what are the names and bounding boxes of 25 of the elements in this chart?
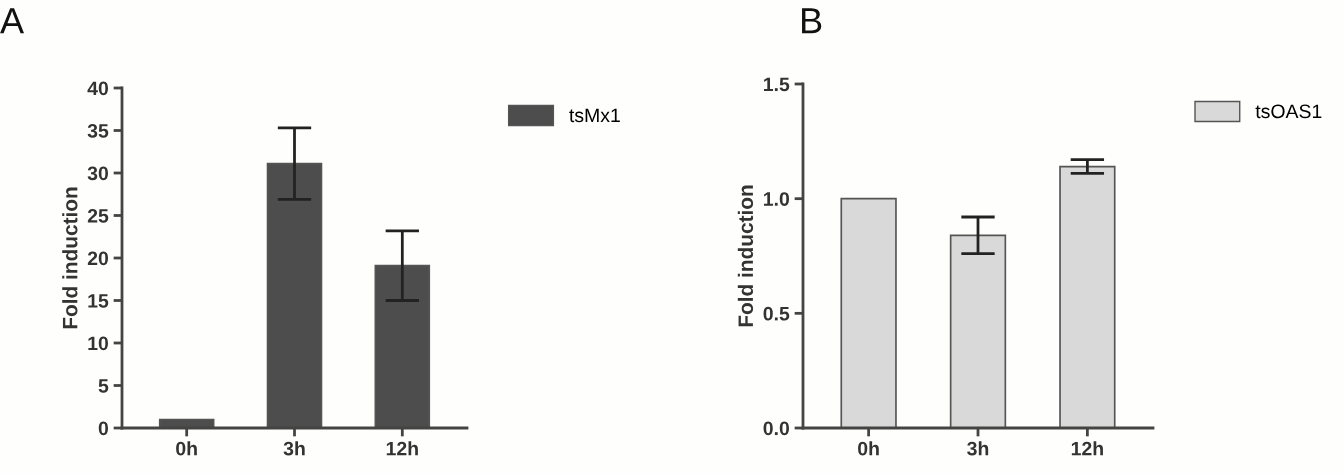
- y-tick-label: 15: [88, 294, 109, 308]
- x-tick-label: 0h: [176, 441, 197, 456]
- y-tick-label: 10: [88, 336, 109, 351]
- y-tick-label: 40: [87, 81, 109, 96]
- y-tick-label: 30: [87, 166, 109, 181]
- y-tick-label: 0.5: [763, 306, 790, 321]
- legend-label: tsOAS1: [1255, 104, 1322, 119]
- x-tick-label: 0h: [858, 441, 879, 456]
- y-tick-label: 25: [87, 208, 109, 223]
- chart-title: A: [0, 8, 25, 34]
- y-tick-label: 20: [87, 251, 109, 266]
- y-tick-label: 5: [98, 379, 109, 393]
- x-tick-label: 3h: [283, 441, 305, 456]
- x-tick-label: 3h: [967, 441, 989, 456]
- y-axis-title: Fold induction: [62, 187, 78, 329]
- x-tick-label: 12h: [1071, 441, 1103, 456]
- y-tick-label: 35: [87, 123, 109, 138]
- y-tick-label: 1.5: [764, 77, 790, 92]
- y-tick-label: 0: [98, 421, 109, 436]
- y-axis-title: Fold induction: [737, 185, 754, 327]
- y-tick-label: 1.0: [764, 192, 790, 206]
- x-tick-label: 12h: [386, 441, 418, 456]
- y-tick-label: 0.0: [763, 421, 790, 436]
- legend-label: tsMx1: [569, 108, 620, 123]
- chart-title: B: [802, 8, 822, 34]
